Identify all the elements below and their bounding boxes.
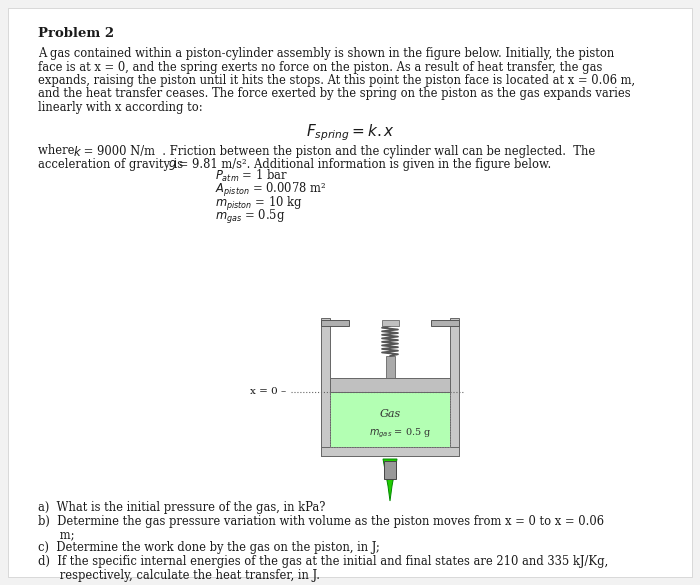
Text: acceleration of gravity is: acceleration of gravity is	[38, 158, 190, 171]
Text: face is at x = 0, and the spring exerts no force on the piston. As a result of h: face is at x = 0, and the spring exerts …	[38, 60, 603, 74]
Text: m;: m;	[38, 528, 74, 541]
Bar	[321, 447, 459, 456]
Text: x = 0 –: x = 0 –	[250, 387, 286, 397]
Text: where: where	[38, 144, 82, 157]
Bar	[382, 320, 399, 326]
Bar	[450, 318, 459, 456]
Text: $m_{piston}$ = 10 kg: $m_{piston}$ = 10 kg	[215, 195, 302, 213]
Text: $m_{gas}$ = 0.5g: $m_{gas}$ = 0.5g	[215, 208, 285, 226]
Text: and the heat transfer ceases. The force exerted by the spring on the piston as t: and the heat transfer ceases. The force …	[38, 88, 631, 101]
Text: $A_{piston}$ = 0.0078 m²: $A_{piston}$ = 0.0078 m²	[215, 181, 326, 199]
Bar	[330, 378, 450, 392]
Text: Gas: Gas	[379, 409, 400, 419]
Text: c)  Determine the work done by the gas on the piston, in J;: c) Determine the work done by the gas on…	[38, 542, 379, 555]
Bar	[386, 356, 395, 378]
Text: $\mathit{F}_{spring}$$= k.x$: $\mathit{F}_{spring}$$= k.x$	[305, 122, 395, 143]
Bar	[330, 392, 450, 447]
Bar	[321, 320, 349, 326]
Text: $k$: $k$	[73, 144, 82, 159]
Text: a)  What is the initial pressure of the gas, in kPa?: a) What is the initial pressure of the g…	[38, 501, 326, 514]
Text: $m_{gas}$ = 0.5 g: $m_{gas}$ = 0.5 g	[369, 426, 431, 440]
Text: $g$: $g$	[168, 158, 177, 172]
Bar	[384, 461, 396, 479]
Text: $P_{atm}$ = 1 bar: $P_{atm}$ = 1 bar	[215, 168, 288, 184]
Bar	[431, 320, 459, 326]
Text: d)  If the specific internal energies of the gas at the initial and final states: d) If the specific internal energies of …	[38, 555, 608, 568]
Polygon shape	[383, 459, 397, 501]
Text: Problem 2: Problem 2	[38, 27, 114, 40]
Text: expands, raising the piston until it hits the stops. At this point the piston fa: expands, raising the piston until it hit…	[38, 74, 635, 87]
Text: linearly with x according to:: linearly with x according to:	[38, 101, 202, 114]
Text: A gas contained within a piston-cylinder assembly is shown in the figure below. : A gas contained within a piston-cylinder…	[38, 47, 615, 60]
Text: = 9000 N/m  . Friction between the piston and the cylinder wall can be neglected: = 9000 N/m . Friction between the piston…	[80, 144, 595, 157]
Bar	[321, 318, 330, 456]
Text: respectively, calculate the heat transfer, in J.: respectively, calculate the heat transfe…	[38, 569, 320, 581]
Text: = 9.81 m/s². Additional information is given in the figure below.: = 9.81 m/s². Additional information is g…	[175, 158, 552, 171]
Text: b)  Determine the gas pressure variation with volume as the piston moves from x : b) Determine the gas pressure variation …	[38, 514, 604, 528]
